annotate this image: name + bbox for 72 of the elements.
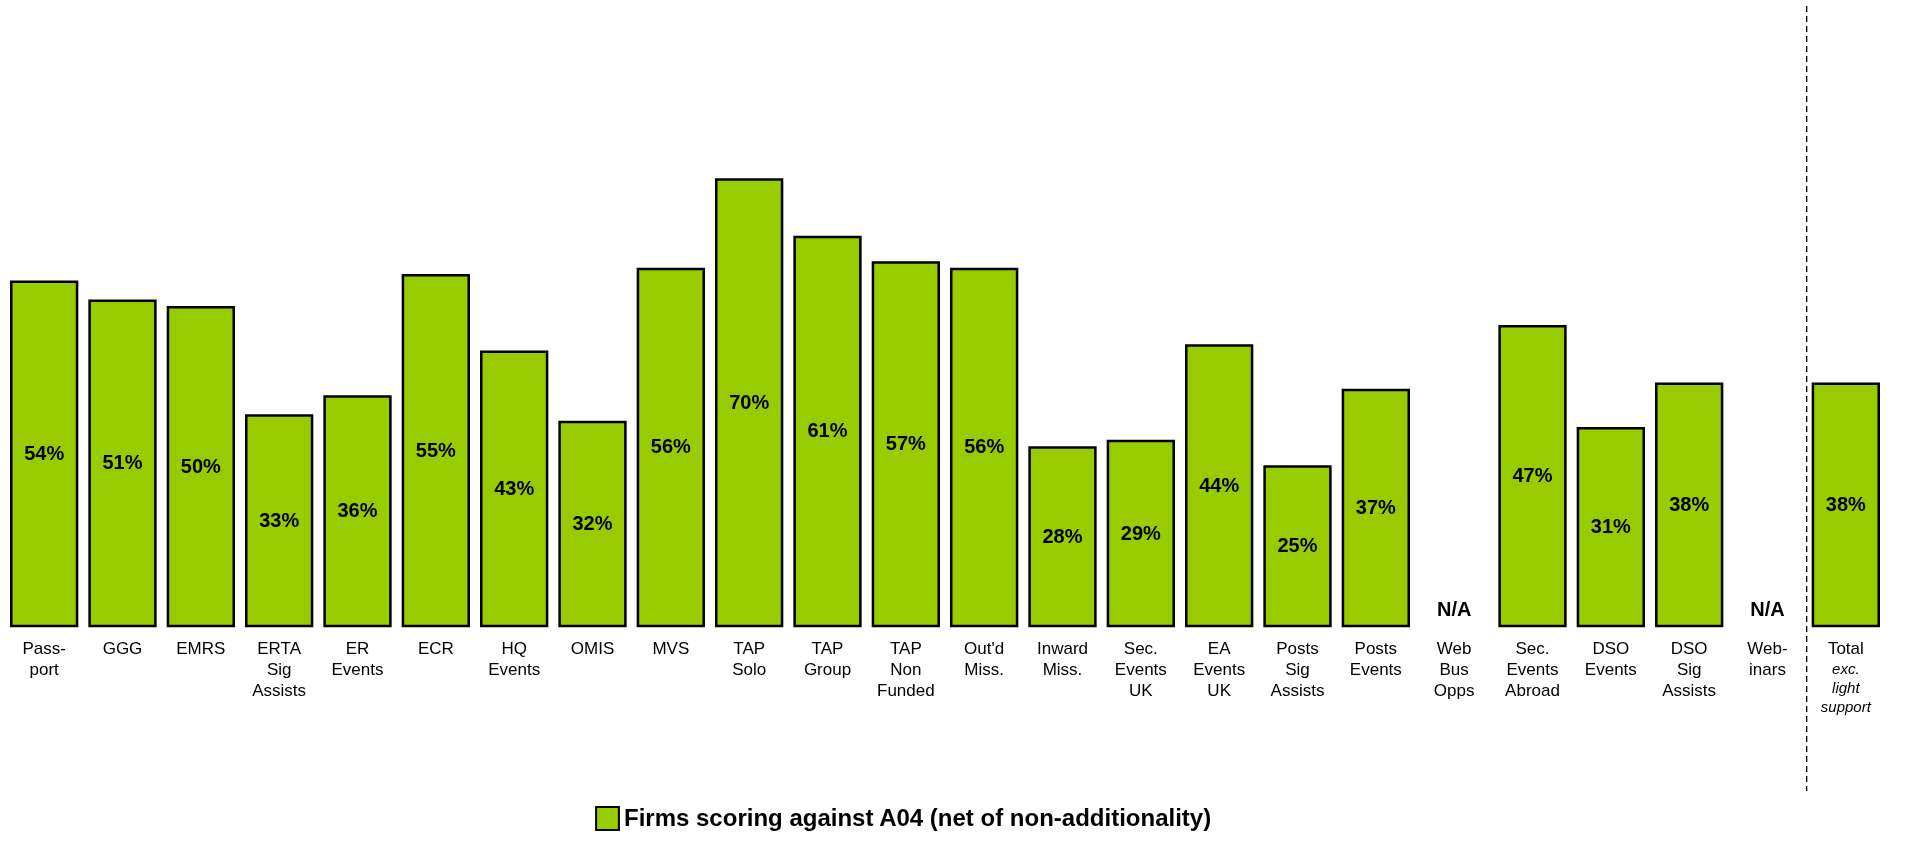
- bar: [1263, 465, 1332, 628]
- x-tick-label: TAP Non Funded: [877, 638, 935, 700]
- x-tick-label: Inward Miss.: [1036, 638, 1089, 679]
- bar: [871, 261, 940, 628]
- data-label: 31%: [1590, 515, 1632, 538]
- x-tick-label: TAP Group: [803, 638, 852, 679]
- bar: [1576, 427, 1645, 628]
- bar: [88, 299, 157, 628]
- x-tick-label: Out'd Miss.: [964, 638, 1005, 679]
- x-tick-label: OMIS: [570, 638, 615, 658]
- bar: [1655, 382, 1724, 628]
- x-tick-label: Sec. Events UK: [1114, 638, 1167, 700]
- text: exc. light support: [1820, 660, 1872, 715]
- data-label: 70%: [729, 390, 770, 413]
- data-label: 37%: [1355, 496, 1397, 519]
- x-tick-label: ER Events: [331, 638, 384, 679]
- bar: [480, 350, 549, 628]
- bar: [558, 420, 627, 628]
- data-label: 38%: [1669, 492, 1710, 515]
- x-tick-label: HQ Events: [488, 638, 541, 679]
- bar: [1185, 344, 1254, 628]
- bar: [1341, 388, 1410, 628]
- bar: [950, 267, 1019, 628]
- data-label: 43%: [494, 476, 535, 499]
- data-label: 50%: [180, 454, 222, 477]
- data-label: 47%: [1512, 464, 1553, 487]
- x-tick-label: TAP Solo: [732, 638, 767, 679]
- x-tick-label: Posts Sig Assists: [1270, 638, 1325, 700]
- data-label: 61%: [807, 419, 848, 442]
- x-tick-label: ERTA Sig Assists: [252, 638, 307, 700]
- x-tick-label: Total: [1827, 638, 1864, 658]
- x-tick-label: DSO Events: [1584, 638, 1637, 679]
- x-tick-label: Web- inars: [1747, 638, 1788, 679]
- data-label: 29%: [1120, 521, 1162, 544]
- bar: [1106, 439, 1175, 628]
- bar: [636, 267, 705, 628]
- bar: [715, 178, 784, 628]
- bar: [323, 395, 392, 628]
- x-tick-label: ECR: [417, 638, 454, 658]
- data-label: 25%: [1277, 534, 1318, 557]
- bar: [793, 235, 862, 628]
- x-tick-label: Sec. Events Abroad: [1505, 638, 1560, 700]
- bar: [10, 280, 79, 628]
- x-tick-label: Pass- port: [22, 638, 66, 679]
- x-tick-label: GGG: [102, 638, 143, 658]
- bar: [401, 274, 470, 628]
- data-label: 44%: [1199, 473, 1240, 496]
- text: N/A: [1436, 598, 1472, 620]
- bar: [166, 305, 235, 628]
- x-tick-label: Posts Events: [1349, 638, 1402, 679]
- data-label: 57%: [885, 432, 927, 455]
- legend-label: Firms scoring against A04 (net of non-additionality): [624, 803, 1212, 831]
- bar: [1498, 325, 1567, 628]
- x-tick-label: DSO Sig Assists: [1662, 638, 1717, 700]
- data-label: 33%: [259, 508, 300, 531]
- bar: [1811, 382, 1880, 628]
- data-label: 55%: [415, 438, 457, 461]
- data-label: 56%: [964, 435, 1005, 458]
- x-tick-label: EMRS: [176, 638, 226, 658]
- data-label: 38%: [1825, 492, 1867, 515]
- x-tick-label: Web Bus Opps: [1433, 638, 1475, 700]
- data-label: 36%: [337, 499, 378, 522]
- x-tick-label: EA Events UK: [1193, 638, 1246, 700]
- bar: [245, 414, 314, 628]
- data-label: 51%: [102, 451, 143, 474]
- bar: [1028, 446, 1097, 628]
- text: N/A: [1750, 598, 1785, 620]
- x-tick-label: MVS: [652, 638, 690, 658]
- data-label: 56%: [650, 435, 692, 458]
- data-label: 32%: [572, 511, 613, 534]
- data-label: 54%: [24, 441, 65, 464]
- data-label: 28%: [1042, 524, 1083, 547]
